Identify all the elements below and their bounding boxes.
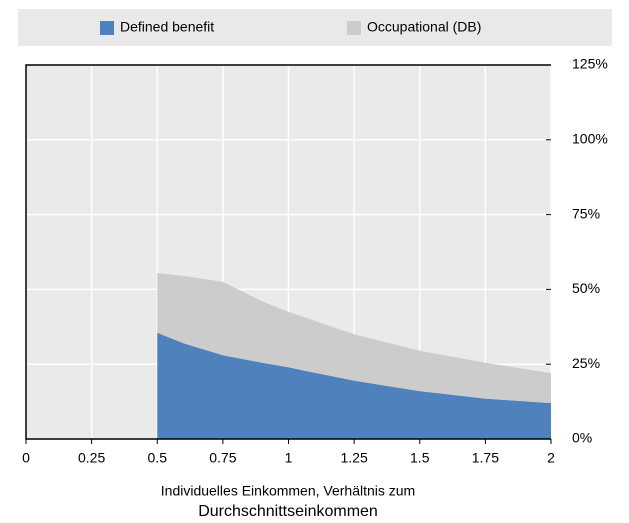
legend-background [18, 9, 612, 46]
x-tick-label: 1 [285, 450, 293, 466]
x-tick-label: 1.25 [341, 450, 368, 466]
y-tick-label: 50% [572, 280, 600, 296]
area [157, 332, 551, 439]
x-tick-label: 1.5 [410, 450, 430, 466]
y-tick-label: 25% [572, 355, 600, 371]
x-tick-label: 2 [547, 450, 555, 466]
x-axis-label: Durchschnittseinkommen [198, 503, 378, 520]
y-tick-label: 75% [572, 205, 600, 221]
x-tick-label: 0.75 [209, 450, 236, 466]
legend-label: Occupational (DB) [367, 19, 481, 35]
x-tick-label: 0 [22, 450, 30, 466]
area [157, 272, 551, 404]
x-tick-label: 1.75 [472, 450, 499, 466]
legend-label: Defined benefit [120, 19, 214, 35]
x-axis-label: Individuelles Einkommen, Verhältnis zum [161, 483, 415, 499]
legend-swatch [347, 21, 361, 35]
legend-swatch [100, 21, 114, 35]
x-tick-label: 0.5 [148, 450, 168, 466]
y-tick-label: 125% [572, 56, 608, 72]
y-tick-label: 0% [572, 430, 592, 446]
y-tick-label: 100% [572, 131, 608, 147]
x-tick-label: 0.25 [78, 450, 105, 466]
